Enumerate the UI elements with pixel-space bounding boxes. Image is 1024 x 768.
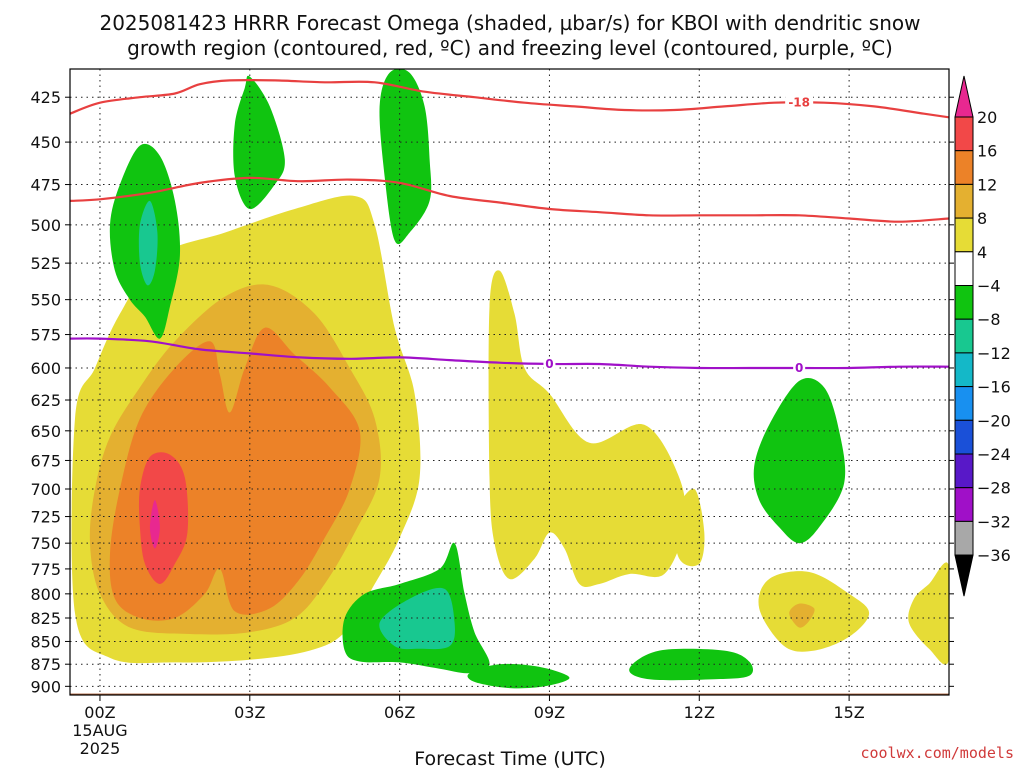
colorbar: 20 16 12 8 4 −4 −8 −12 −16 −20 −24 −28 −32 −36 [954, 75, 1011, 597]
colorbar-box-5 [954, 285, 974, 320]
terrain-surface [70, 693, 949, 695]
contour-lines: -18 0 0 [70, 78, 949, 375]
colorbar-box-10 [954, 453, 974, 489]
colorbar-label-12: −32 [977, 512, 1011, 531]
colorbar-label-1: 16 [977, 142, 997, 161]
omega-region-12 [233, 75, 285, 210]
omega-region-18 [753, 377, 846, 544]
x-tick-label-2: 06Z [384, 703, 415, 722]
colorbar-label-5: −4 [977, 277, 1001, 296]
colorbar-label-10: −24 [977, 445, 1011, 464]
dendritic-contour-label-0-bg [785, 95, 814, 109]
colorbar-label-9: −20 [977, 411, 1011, 430]
colorbar-label-13: −36 [977, 546, 1011, 565]
y-tick-label-0: 425 [30, 88, 61, 107]
colorbar-label-3: 8 [977, 209, 987, 228]
omega-region-9 [908, 562, 949, 665]
y-tick-label-15: 800 [30, 585, 61, 604]
chart-title-line1: 2025081423 HRRR Forecast Omega (shaded, … [99, 11, 920, 35]
colorbar-box-4 [954, 251, 974, 287]
x-tick-label-0: 00Z [84, 703, 115, 722]
y-tick-label-1: 450 [30, 133, 61, 152]
omega-region-16 [467, 663, 570, 689]
colorbar-label-0: 20 [977, 108, 997, 127]
colorbar-label-7: −12 [977, 344, 1011, 363]
dendritic-contour-1 [70, 176, 949, 223]
y-tick-label-16: 825 [30, 609, 61, 628]
freezing-level-label-0-bg [543, 357, 556, 371]
omega-region-5 [488, 270, 686, 588]
colorbar-label-8: −16 [977, 378, 1011, 397]
plot-layer: -18 0 0 [70, 69, 949, 695]
y-tick-label-14: 775 [30, 560, 61, 579]
freezing-level-label-1-bg [793, 360, 806, 374]
y-tick-label-17: 850 [30, 632, 61, 651]
colorbar-box-12 [954, 520, 974, 556]
colorbar-box-6 [954, 318, 974, 354]
y-tick-label-3: 500 [30, 216, 61, 235]
omega-region-6 [673, 488, 705, 567]
x-tick-label-3: 09Z [534, 703, 565, 722]
x-tick-year-0: 2025 [80, 739, 121, 758]
colorbar-box-7 [954, 352, 974, 388]
x-tick-label-1: 03Z [234, 703, 265, 722]
y-tick-label-2: 475 [30, 176, 61, 195]
colorbar-box-3 [954, 217, 974, 253]
chart-title-line2: growth region (contoured, red, ºC) and f… [127, 36, 893, 60]
dendritic-contour-label-0: -18 [788, 96, 810, 110]
colorbar-label-2: 12 [977, 175, 997, 194]
y-tick-label-9: 650 [30, 422, 61, 441]
y-tick-label-10: 675 [30, 451, 61, 470]
colorbar-box-1 [954, 150, 974, 185]
x-axis-label: Forecast Time (UTC) [414, 748, 605, 768]
colorbar-label-4: 4 [977, 243, 987, 262]
plot-frame [69, 68, 950, 696]
omega-region-8 [789, 603, 815, 628]
y-tick-label-12: 725 [30, 508, 61, 527]
colorbar-box-8 [954, 386, 974, 421]
y-axis-ticks: 425 450 475 500 525 550 575 600 625 650 675 700 725 7… [30, 88, 954, 696]
x-tick-label-5: 15Z [833, 703, 864, 722]
x-tick-date-0: 15AUG [72, 721, 127, 740]
x-tick-label-4: 12Z [684, 703, 715, 722]
y-tick-label-7: 600 [30, 359, 61, 378]
omega-region-17 [629, 648, 754, 681]
y-tick-label-6: 575 [30, 326, 61, 345]
y-tick-label-5: 550 [30, 291, 61, 310]
y-tick-label-18: 875 [30, 655, 61, 674]
omega-region-4 [149, 500, 160, 549]
colorbar-box-0 [954, 116, 974, 152]
colorbar-box-9 [954, 419, 974, 455]
colorbar-bottom-arrow [954, 554, 974, 597]
colorbar-box-11 [954, 487, 974, 522]
colorbar-top-arrow [954, 75, 974, 118]
freezing-level-label-0: 0 [545, 357, 553, 371]
colorbar-label-6: −8 [977, 310, 1001, 329]
colorbar-label-11: −28 [977, 479, 1011, 498]
y-tick-label-4: 525 [30, 254, 61, 273]
y-tick-label-8: 625 [30, 391, 61, 410]
y-tick-label-11: 700 [30, 480, 61, 499]
omega-region-13 [379, 69, 432, 245]
omega-region-3 [138, 452, 189, 584]
y-tick-label-19: 900 [30, 677, 61, 696]
omega-shading [71, 69, 949, 689]
y-tick-label-13: 750 [30, 534, 61, 553]
colorbar-box-2 [954, 183, 974, 219]
freezing-level-label-1: 0 [795, 361, 803, 375]
watermark: coolwx.com/models [860, 744, 1014, 762]
omega-region-11 [138, 200, 158, 286]
